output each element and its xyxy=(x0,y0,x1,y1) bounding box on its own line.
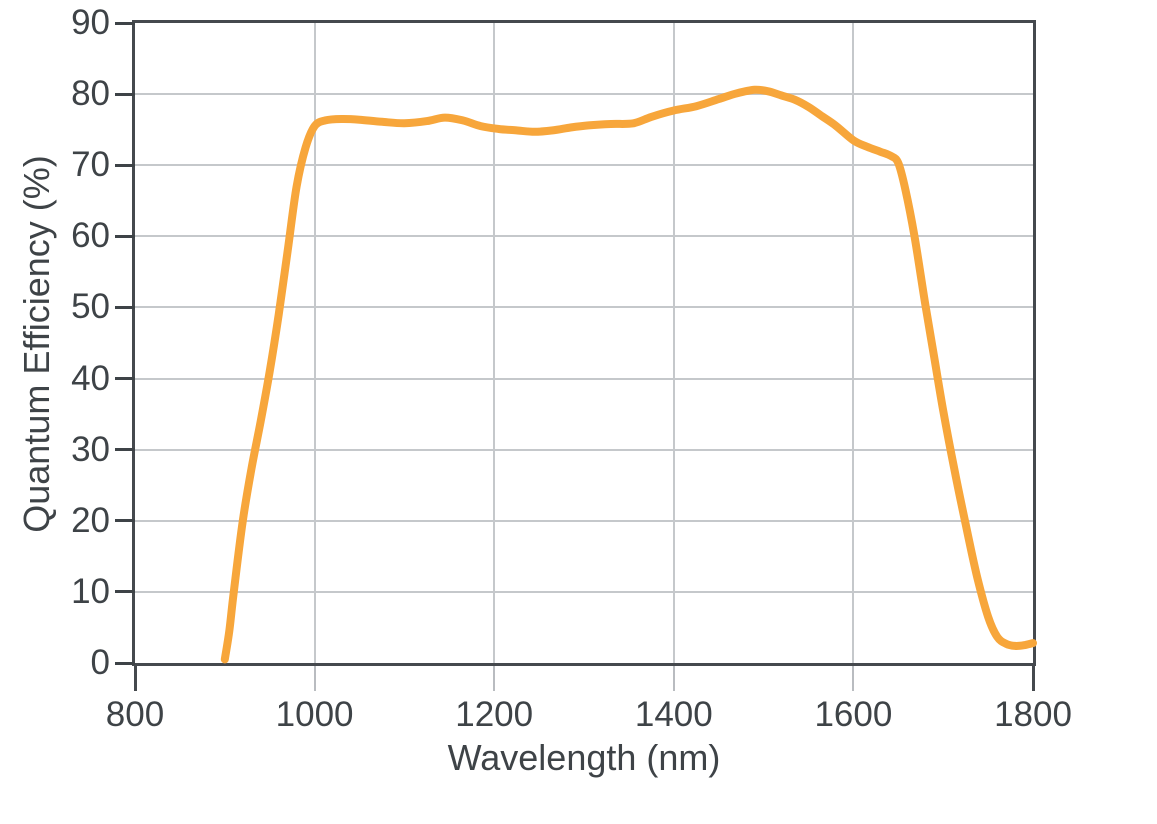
gridline-x-1600 xyxy=(852,23,855,663)
y-tick-label-90: 90 xyxy=(71,3,110,42)
x-tick-label-800: 800 xyxy=(105,695,165,734)
y-tick-label-70: 70 xyxy=(71,145,110,185)
y-tick-label-10: 10 xyxy=(71,571,110,611)
x-tick-800 xyxy=(133,666,137,691)
x-tick-1200 xyxy=(493,666,496,691)
y-tick-label-0: 0 xyxy=(90,643,110,682)
x-tick-1000 xyxy=(313,666,316,691)
x-tick-label-1200: 1200 xyxy=(455,695,534,734)
x-tick-label-1800: 1800 xyxy=(994,695,1072,734)
x-axis-title: Wavelength (nm) xyxy=(447,737,721,778)
x-tick-label-1600: 1600 xyxy=(814,695,893,734)
qe-curve-svg xyxy=(220,85,1037,664)
y-tick-50 xyxy=(115,305,135,309)
y-tick-label-20: 20 xyxy=(71,500,110,540)
x-tick-1600 xyxy=(852,666,855,691)
y-tick-70 xyxy=(115,163,135,167)
x-tick-1400 xyxy=(672,666,675,691)
y-tick-90 xyxy=(115,21,135,25)
y-tick-label-50: 50 xyxy=(71,287,110,327)
gridline-y-10 xyxy=(135,590,1033,593)
y-tick-0 xyxy=(115,661,135,665)
y-tick-10 xyxy=(115,590,135,594)
gridline-x-1200 xyxy=(493,23,496,663)
y-tick-30 xyxy=(115,448,135,452)
quantum-efficiency-curve xyxy=(220,85,1037,664)
y-tick-60 xyxy=(115,234,135,238)
gridline-y-60 xyxy=(135,235,1033,238)
x-tick-label-1400: 1400 xyxy=(634,695,713,734)
y-axis-title: Quantum Efficiency (%) xyxy=(16,155,57,533)
y-tick-20 xyxy=(115,519,135,523)
y-tick-40 xyxy=(115,377,135,381)
gridline-y-80 xyxy=(135,93,1033,96)
gridline-y-30 xyxy=(135,448,1033,451)
y-tick-label-40: 40 xyxy=(71,358,110,398)
plot-frame xyxy=(132,20,1036,666)
gridline-y-20 xyxy=(135,519,1033,522)
gridline-x-1400 xyxy=(672,23,675,663)
x-tick-label-1000: 1000 xyxy=(275,695,354,734)
gridline-x-1000 xyxy=(313,23,316,663)
y-tick-80 xyxy=(115,92,135,96)
y-tick-label-30: 30 xyxy=(71,429,110,469)
gridline-y-40 xyxy=(135,377,1033,380)
gridline-y-50 xyxy=(135,306,1033,309)
y-tick-label-80: 80 xyxy=(71,74,110,114)
y-tick-label-60: 60 xyxy=(71,216,110,256)
x-tick-1800 xyxy=(1031,666,1035,691)
gridline-y-70 xyxy=(135,164,1033,167)
